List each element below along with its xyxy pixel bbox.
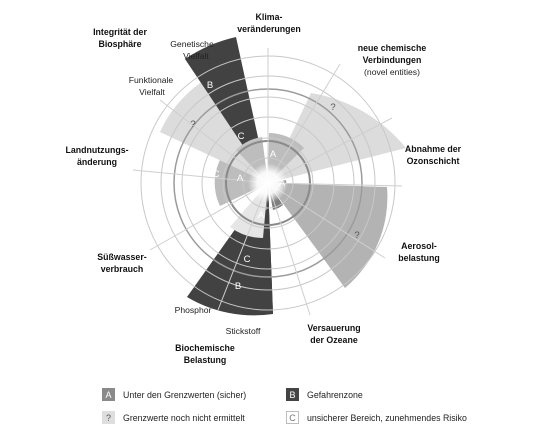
label-ozone-line2: Ozonschicht	[407, 156, 460, 166]
label-aerosol-line2: belastung	[398, 253, 440, 263]
legend-swatch-danger: B	[286, 388, 299, 401]
label-phosphorus: Phosphor	[175, 305, 212, 315]
label-land-line2: änderung	[77, 157, 117, 167]
ozone-status: A	[279, 178, 286, 189]
label-ocean-line2: der Ozeane	[310, 335, 358, 345]
label-genetic-line2: Vielfalt	[183, 51, 209, 61]
legend-swatch-unknown: ?	[102, 411, 115, 424]
legend-label-safe: Unter den Grenzwerten (sicher)	[123, 389, 247, 400]
legend-item-danger: B Gefahrenzone	[286, 388, 363, 401]
legend-item-uncertain: C unsicherer Bereich, zunehmendes Risiko	[286, 411, 467, 424]
label-novel-line3: (novel entities)	[364, 67, 420, 77]
segment-letter-layer: ? ? A A B C C A ? C B C A A	[190, 80, 359, 292]
label-novel-line2: Verbindungen	[363, 55, 422, 65]
label-climate-line1: Klima-	[256, 12, 283, 22]
functional-diversity-status: ?	[190, 119, 195, 130]
label-novel-line1: neue chemische	[358, 43, 427, 53]
ocean-status: A	[279, 210, 286, 221]
legend-label-unknown: Grenzwerte noch nicht ermittelt	[123, 412, 245, 423]
label-genetic-line1: Genetische	[170, 39, 214, 49]
legend-label-danger: Gefahrenzone	[307, 389, 363, 400]
label-biosphere-line2: Biosphäre	[98, 39, 141, 49]
label-biogeochemical-line1: Biochemische	[175, 343, 235, 353]
aerosol-status: ?	[354, 230, 359, 241]
label-biosphere-line1: Integrität der	[93, 27, 147, 37]
label-land-line1: Landnutzungs-	[65, 145, 128, 155]
spoke-layer	[132, 48, 403, 316]
legend-label-uncertain: unsicherer Bereich, zunehmendes Risiko	[307, 412, 467, 423]
label-functional-line1: Funktionale	[129, 75, 174, 85]
freshwater-c-status: C	[244, 254, 251, 265]
novel-entities-status: ?	[330, 102, 335, 113]
label-biogeochemical-line2: Belastung	[184, 355, 227, 365]
label-ocean-line1: Versauerung	[307, 323, 360, 333]
genetic-diversity-status: B	[207, 80, 213, 91]
freshwater-status: A	[258, 210, 265, 221]
label-climate-line2: veränderungen	[237, 24, 301, 34]
label-functional-line2: Vielfalt	[139, 87, 165, 97]
label-freshwater-line1: Süßwasser-	[97, 252, 146, 262]
center-glow	[248, 163, 288, 203]
land-c-status: C	[213, 169, 220, 180]
climate-c-status: C	[281, 125, 288, 136]
label-freshwater-line2: verbrauch	[101, 264, 144, 274]
climate-a-status: A	[270, 149, 277, 160]
label-layer: Integrität der Biosphäre Genetische Viel…	[65, 12, 461, 365]
legend-item-unknown: ? Grenzwerte noch nicht ermittelt	[102, 411, 245, 424]
legend-swatch-safe: A	[102, 388, 115, 401]
phosphorus-status: B	[235, 281, 241, 292]
legend-swatch-uncertain: C	[286, 411, 299, 424]
label-aerosol-line1: Aerosol-	[401, 241, 437, 251]
label-nitrogen: Stickstoff	[226, 326, 261, 336]
legend-item-safe: A Unter den Grenzwerten (sicher)	[102, 388, 246, 401]
label-ozone-line1: Abnahme der	[405, 144, 462, 154]
biosphere-c-status: C	[238, 131, 245, 142]
land-a-status: A	[237, 173, 244, 184]
